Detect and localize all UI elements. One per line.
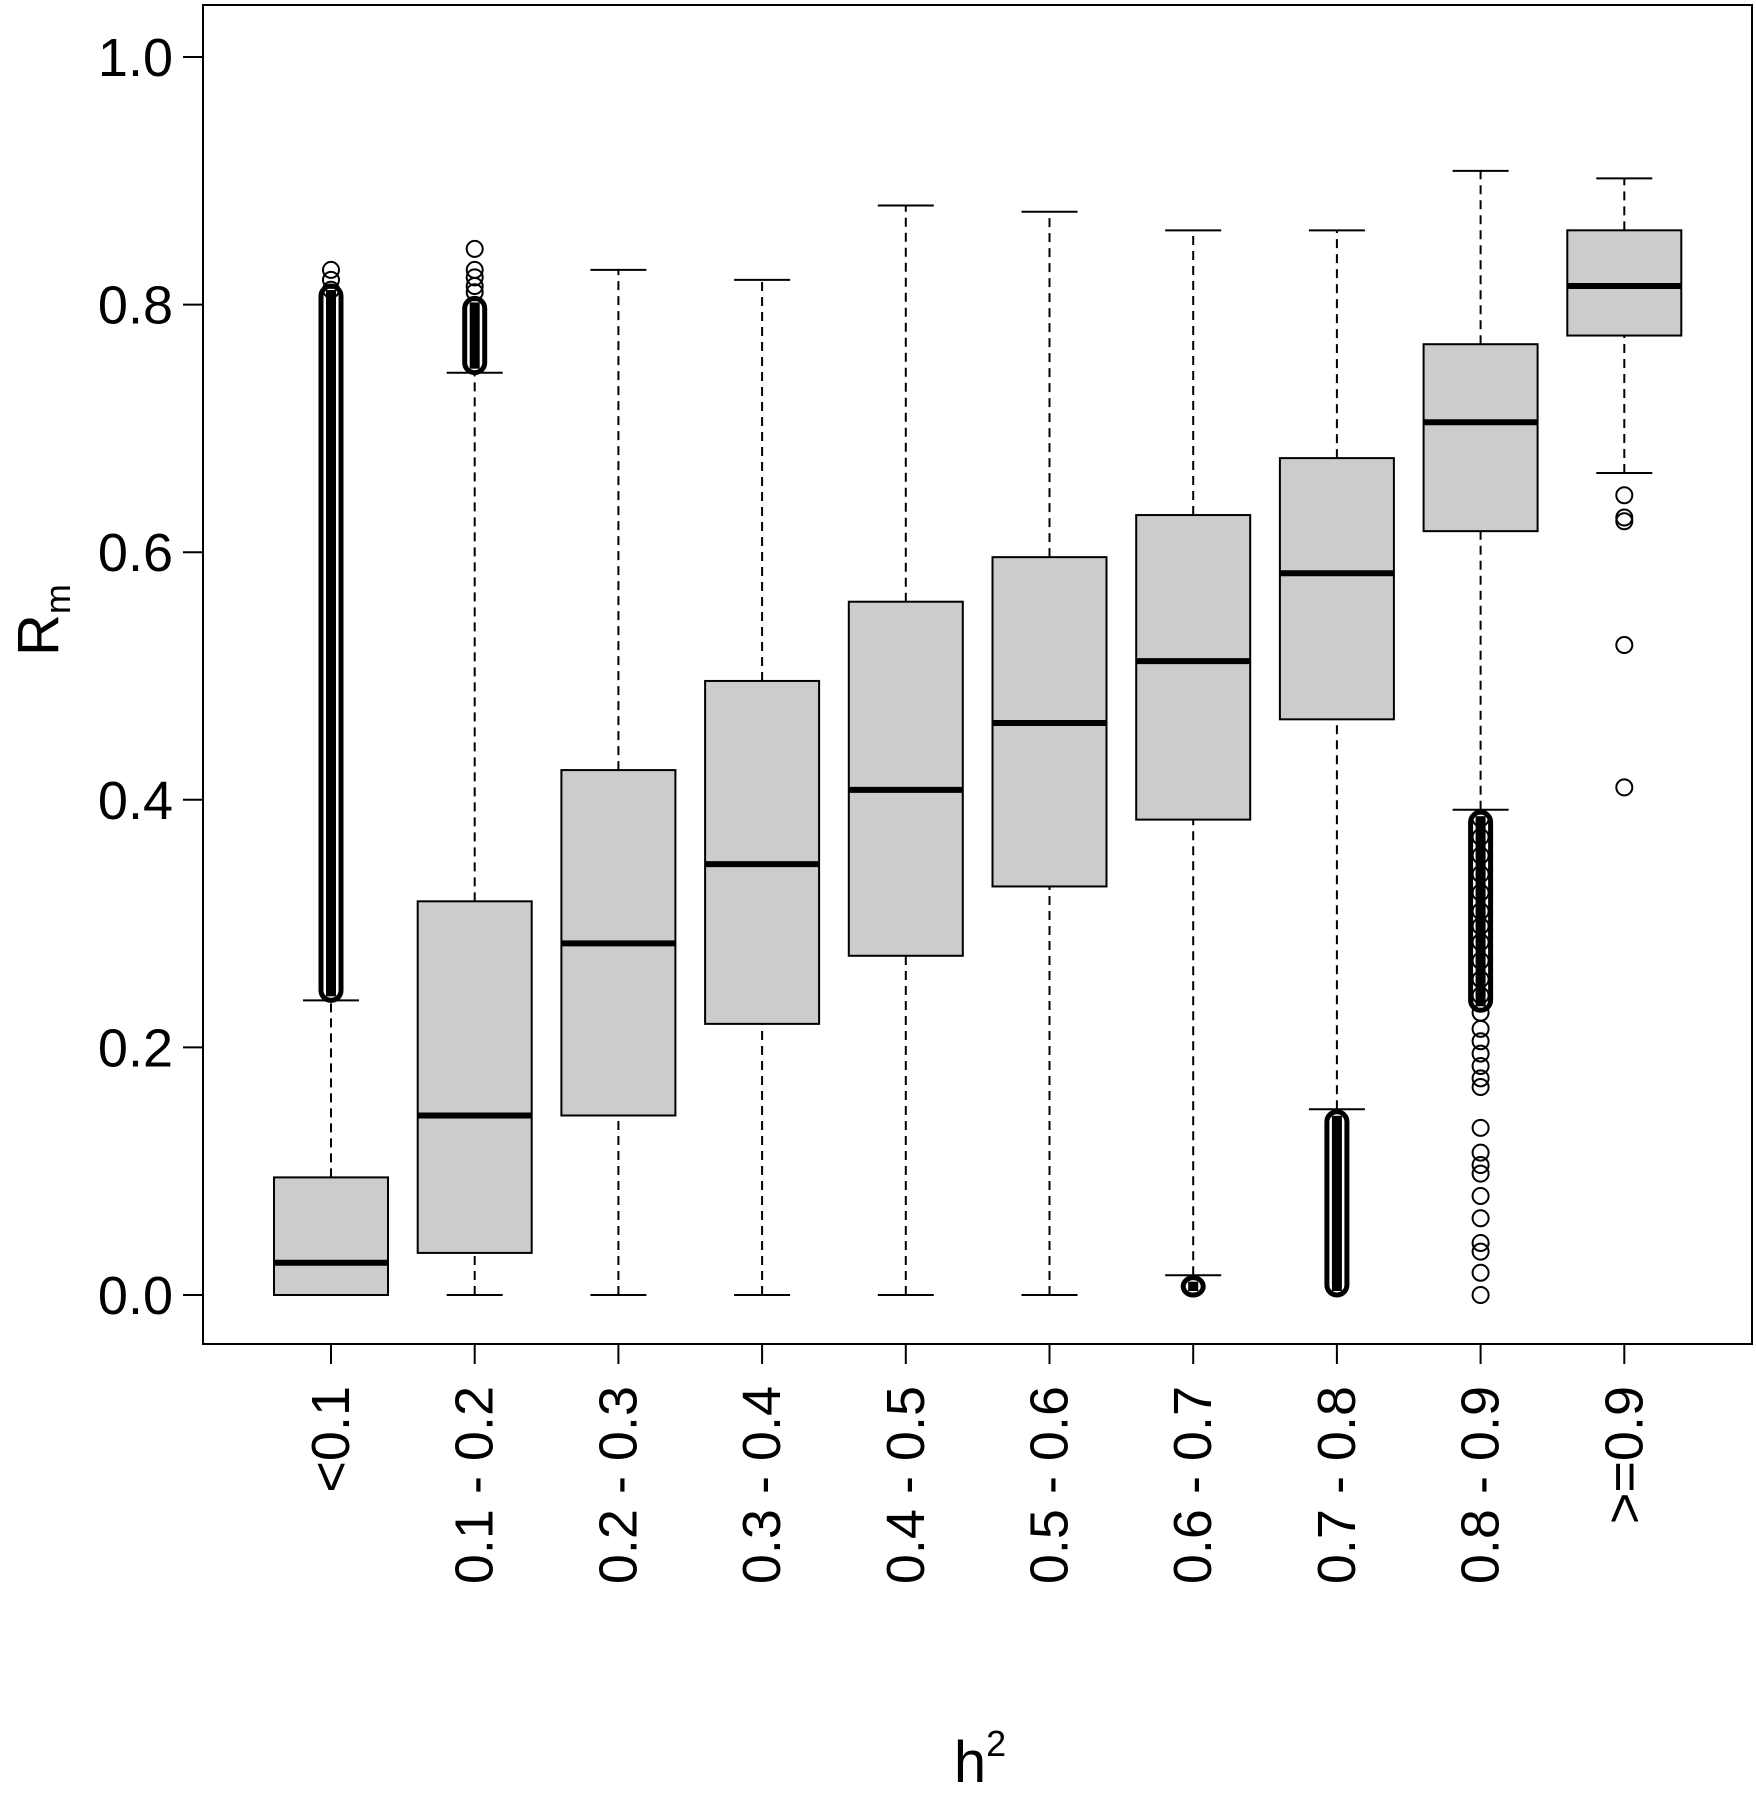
outlier-point [1471, 1186, 1490, 1205]
plot-frame [202, 4, 1753, 1345]
x-axis-title-sup: 2 [986, 1723, 1006, 1764]
outlier-point [1615, 636, 1634, 655]
y-axis-title-main: R [6, 614, 71, 656]
box-iqr [1135, 514, 1252, 821]
x-tick-label: <0.1 [301, 1386, 361, 1493]
outlier-point [1471, 1056, 1490, 1075]
outlier-point [1615, 508, 1634, 527]
outlier-point [1471, 951, 1490, 970]
box-iqr [1566, 229, 1683, 337]
box-group [560, 268, 677, 1296]
axes: 0.0 0.2 0.4 0.6 0.8 1.0 <0.1 0.1 - 0.2 0.2 - 0.3… [98, 4, 1753, 1584]
x-tick-label: 0.7 - 0.8 [1307, 1386, 1367, 1584]
outlier-point [322, 270, 340, 289]
box-group [1422, 169, 1539, 1304]
x-tick-label: >=0.9 [1594, 1386, 1654, 1524]
box-group [991, 210, 1108, 1296]
x-tick-label: 0.8 - 0.9 [1451, 1386, 1511, 1584]
outlier-point [1471, 902, 1490, 921]
outlier-point [1471, 1019, 1490, 1038]
outlier-point [322, 260, 340, 279]
x-tick-label: 0.5 - 0.6 [1020, 1386, 1080, 1584]
outlier-point [1471, 1286, 1490, 1304]
outlier-point [1471, 1078, 1490, 1097]
outlier-point [1471, 986, 1490, 1005]
outlier-point [1615, 778, 1634, 797]
box-group [847, 204, 964, 1296]
y-tick-label: 0.8 [98, 276, 173, 336]
outlier-band [462, 295, 488, 376]
box-group [1566, 177, 1683, 797]
x-tick-label: 0.1 - 0.2 [445, 1386, 505, 1584]
y-tick-label: 0.6 [98, 523, 173, 583]
box-iqr [273, 1176, 389, 1297]
outlier-point [465, 239, 484, 258]
x-tick-label: 0.6 - 0.7 [1163, 1386, 1223, 1584]
outlier-point [1471, 1143, 1490, 1162]
outlier-point [1471, 1118, 1490, 1137]
outlier-point [1471, 1234, 1490, 1253]
box-iqr [1278, 457, 1395, 721]
outlier-point [1471, 1044, 1490, 1063]
x-axis-title: h2 [954, 1723, 1006, 1795]
outlier-point [1471, 1164, 1490, 1183]
y-tick-label: 0.0 [98, 1266, 173, 1326]
outlier-band-fill [469, 302, 480, 369]
outlier-band [1468, 809, 1494, 1013]
outlier-band [1324, 1109, 1350, 1298]
x-tick-label: 0.3 - 0.4 [732, 1386, 792, 1584]
y-tick-label: 0.4 [98, 771, 173, 831]
outlier-point [1471, 933, 1490, 952]
x-tick-label: 0.4 - 0.5 [876, 1386, 936, 1584]
plot-area [273, 169, 1683, 1304]
box-iqr [704, 679, 821, 1025]
outlier-point [322, 280, 340, 299]
outlier-band-fill [326, 290, 336, 997]
box-iqr [1422, 343, 1539, 533]
outlier-point [1471, 865, 1490, 884]
outlier-point [1471, 1263, 1490, 1282]
outlier-point [1471, 1242, 1490, 1261]
outlier-point [1471, 883, 1490, 902]
outlier-point [465, 277, 484, 296]
outlier-point [1471, 1209, 1490, 1228]
x-axis-title-main: h [954, 1730, 986, 1795]
outlier-point [1471, 809, 1490, 828]
y-tick-label: 0.2 [98, 1018, 173, 1078]
y-axis-title: Rm [6, 584, 78, 656]
outlier-band [1180, 1275, 1206, 1298]
x-tick-label: 0.2 - 0.3 [588, 1386, 648, 1584]
outlier-point [1471, 846, 1490, 865]
box-iqr [416, 900, 533, 1254]
outlier-point [1471, 1032, 1490, 1051]
outlier-point [1615, 486, 1634, 505]
outlier-point [465, 268, 484, 287]
outlier-point [1471, 1156, 1490, 1175]
y-tick-label: 1.0 [98, 28, 173, 88]
box-iqr [847, 600, 964, 957]
box-group [416, 239, 533, 1296]
box-group [273, 260, 389, 1297]
outlier-point [1471, 1069, 1490, 1088]
outlier-band-fill [1331, 1115, 1342, 1291]
y-axis-title-sub: m [37, 584, 78, 614]
outlier-band-fill [1188, 1281, 1199, 1291]
outlier-point [465, 283, 484, 302]
axis-titles: Rm h2 [6, 584, 1006, 1795]
box-group [1135, 229, 1252, 1298]
outlier-point [1615, 512, 1634, 531]
outlier-band-fill [1475, 816, 1486, 1007]
outlier-point [1471, 827, 1490, 846]
box-group [1278, 229, 1395, 1298]
outlier-band [318, 283, 344, 1003]
box-group [704, 278, 821, 1296]
